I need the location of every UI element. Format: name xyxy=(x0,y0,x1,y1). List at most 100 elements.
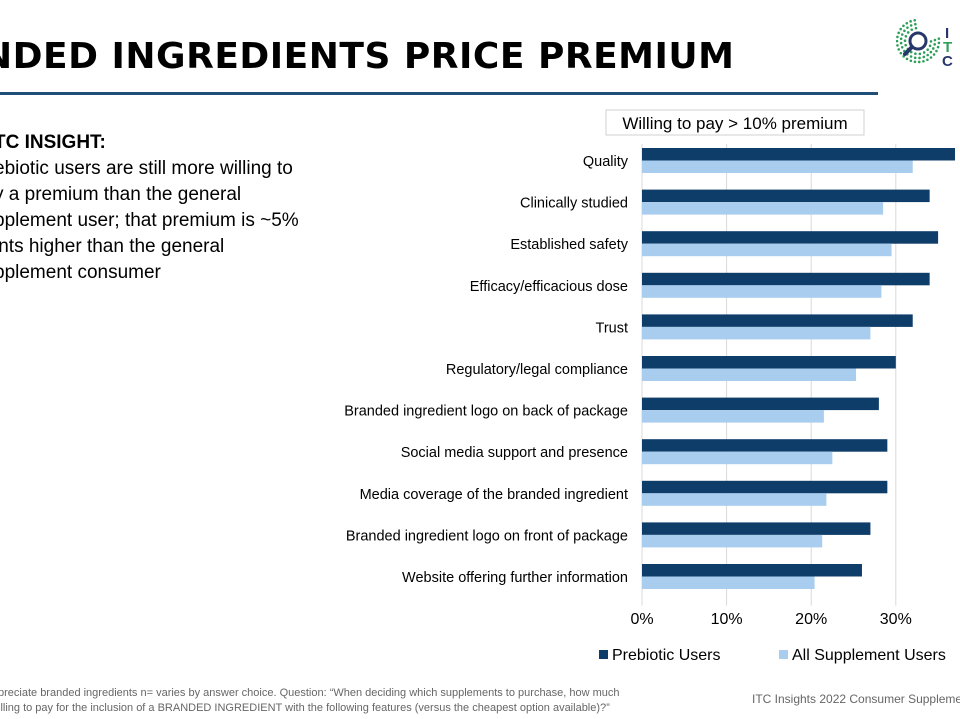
logo-dot xyxy=(913,56,917,60)
x-tick-label: 10% xyxy=(711,611,743,628)
bar-prebiotic xyxy=(642,480,888,494)
bar-prebiotic xyxy=(642,397,879,411)
source-note: ITC Insights 2022 Consumer Supplement xyxy=(752,692,960,706)
logo-dot xyxy=(906,31,910,34)
logo-dot xyxy=(900,33,904,36)
footnote-line: preciate branded ingredients n= varies b… xyxy=(0,687,620,699)
logo-dot xyxy=(917,60,921,64)
logo-dot xyxy=(914,26,918,30)
logo-dot xyxy=(913,18,917,22)
logo-dot xyxy=(926,58,929,62)
logo-dot xyxy=(909,55,913,58)
category-label: Quality xyxy=(583,154,629,170)
logo-dot xyxy=(899,41,903,45)
legend-label-all-supplement: All Supplement Users xyxy=(792,647,946,664)
insight-box: TC INSIGHT: ebiotic users are still more… xyxy=(0,130,374,286)
logo-dot xyxy=(929,40,933,43)
logo-letter-c: C xyxy=(942,53,953,70)
logo-letter-i: I xyxy=(945,25,949,42)
insight-line: ints higher than the general xyxy=(0,236,225,257)
logo-dot xyxy=(933,43,936,46)
logo-dot-ring xyxy=(896,18,941,64)
chart-category-labels: Quality Clinically studied Established saf… xyxy=(344,154,629,586)
bar-all-supplement xyxy=(642,243,892,257)
logo-dot xyxy=(902,24,905,28)
x-tick-label: 20% xyxy=(795,611,827,628)
bar-prebiotic xyxy=(642,522,871,535)
logo-dot xyxy=(909,20,912,23)
logo-dot xyxy=(936,45,940,49)
logo-dot xyxy=(909,59,913,63)
logo-dot xyxy=(896,44,899,47)
category-label: Trust xyxy=(596,320,629,336)
logo-dot xyxy=(937,41,941,45)
logo-dot xyxy=(904,43,907,47)
insight-line: y a premium than the general xyxy=(0,184,242,205)
chart-x-tick-labels: 0% 10% 20% 30% xyxy=(630,611,911,628)
chart-title: Willing to pay > 10% premium xyxy=(622,114,847,133)
logo-dot xyxy=(929,50,933,54)
category-label: Established safety xyxy=(510,237,628,253)
logo-dot xyxy=(913,60,917,64)
page-title: NDED INGREDIENTS PRICE PREMIUM xyxy=(0,36,735,77)
insight-line: pplement consumer xyxy=(0,262,161,283)
logo-dot xyxy=(897,31,900,35)
logo-dot xyxy=(899,37,903,41)
category-label: Branded ingredient logo on front of pack… xyxy=(346,528,628,544)
category-label: Efficacy/efficacious dose xyxy=(470,279,628,295)
logo-dot xyxy=(933,38,937,42)
logo-dot xyxy=(914,22,917,26)
bar-all-supplement xyxy=(642,451,833,465)
bar-prebiotic xyxy=(642,272,930,286)
logo-dot xyxy=(903,39,907,43)
logo-dot xyxy=(897,48,901,51)
bar-prebiotic xyxy=(642,439,888,452)
logo-dot xyxy=(900,46,904,49)
insight-line: ebiotic users are still more willing to xyxy=(0,158,293,179)
logo-dot xyxy=(922,55,926,59)
logo-dot xyxy=(935,49,938,53)
logo-dot xyxy=(926,48,929,51)
bar-all-supplement xyxy=(642,534,823,548)
logo-dot xyxy=(922,59,925,63)
bar-all-supplement xyxy=(642,368,857,381)
logo-dot xyxy=(914,52,917,56)
logo-dot xyxy=(909,24,913,27)
category-label: Social media support and presence xyxy=(401,445,628,461)
bar-all-supplement xyxy=(642,160,913,173)
category-label: Regulatory/legal compliance xyxy=(446,362,628,378)
itc-insights-logo: I T C xyxy=(896,18,953,70)
logo-dot xyxy=(903,29,906,33)
magnifier-lens-icon xyxy=(908,31,928,51)
x-tick-label: 30% xyxy=(880,611,912,628)
category-label: Website offering further information xyxy=(402,570,628,586)
logo-dot xyxy=(918,56,921,60)
x-tick-label: 0% xyxy=(630,611,653,628)
logo-dot xyxy=(926,53,929,57)
bar-prebiotic xyxy=(642,564,862,577)
logo-dot xyxy=(931,47,935,50)
bar-all-supplement xyxy=(642,326,871,340)
logo-dot xyxy=(905,21,909,25)
logo-dot xyxy=(928,44,932,48)
logo-dot xyxy=(910,28,914,31)
insight-heading: TC INSIGHT: xyxy=(0,132,106,153)
bar-prebiotic xyxy=(642,148,956,161)
footnote: preciate branded ingredients n= varies b… xyxy=(0,686,620,716)
title-divider xyxy=(0,92,878,95)
category-label: Branded ingredient logo on back of packa… xyxy=(344,404,628,420)
logo-dot xyxy=(918,52,922,56)
legend-swatch-prebiotic xyxy=(599,650,608,659)
bar-prebiotic xyxy=(642,314,913,327)
chart-title-box xyxy=(605,109,865,136)
chart-bars xyxy=(642,148,956,589)
category-label: Media coverage of the branded ingredient xyxy=(360,487,628,503)
magnifier-handle-icon xyxy=(903,45,914,56)
logo-dot xyxy=(922,51,926,54)
bar-all-supplement xyxy=(642,285,882,298)
bar-prebiotic xyxy=(642,356,896,369)
bar-all-supplement xyxy=(642,493,827,506)
logo-dot xyxy=(899,27,902,31)
bar-prebiotic xyxy=(642,189,930,203)
